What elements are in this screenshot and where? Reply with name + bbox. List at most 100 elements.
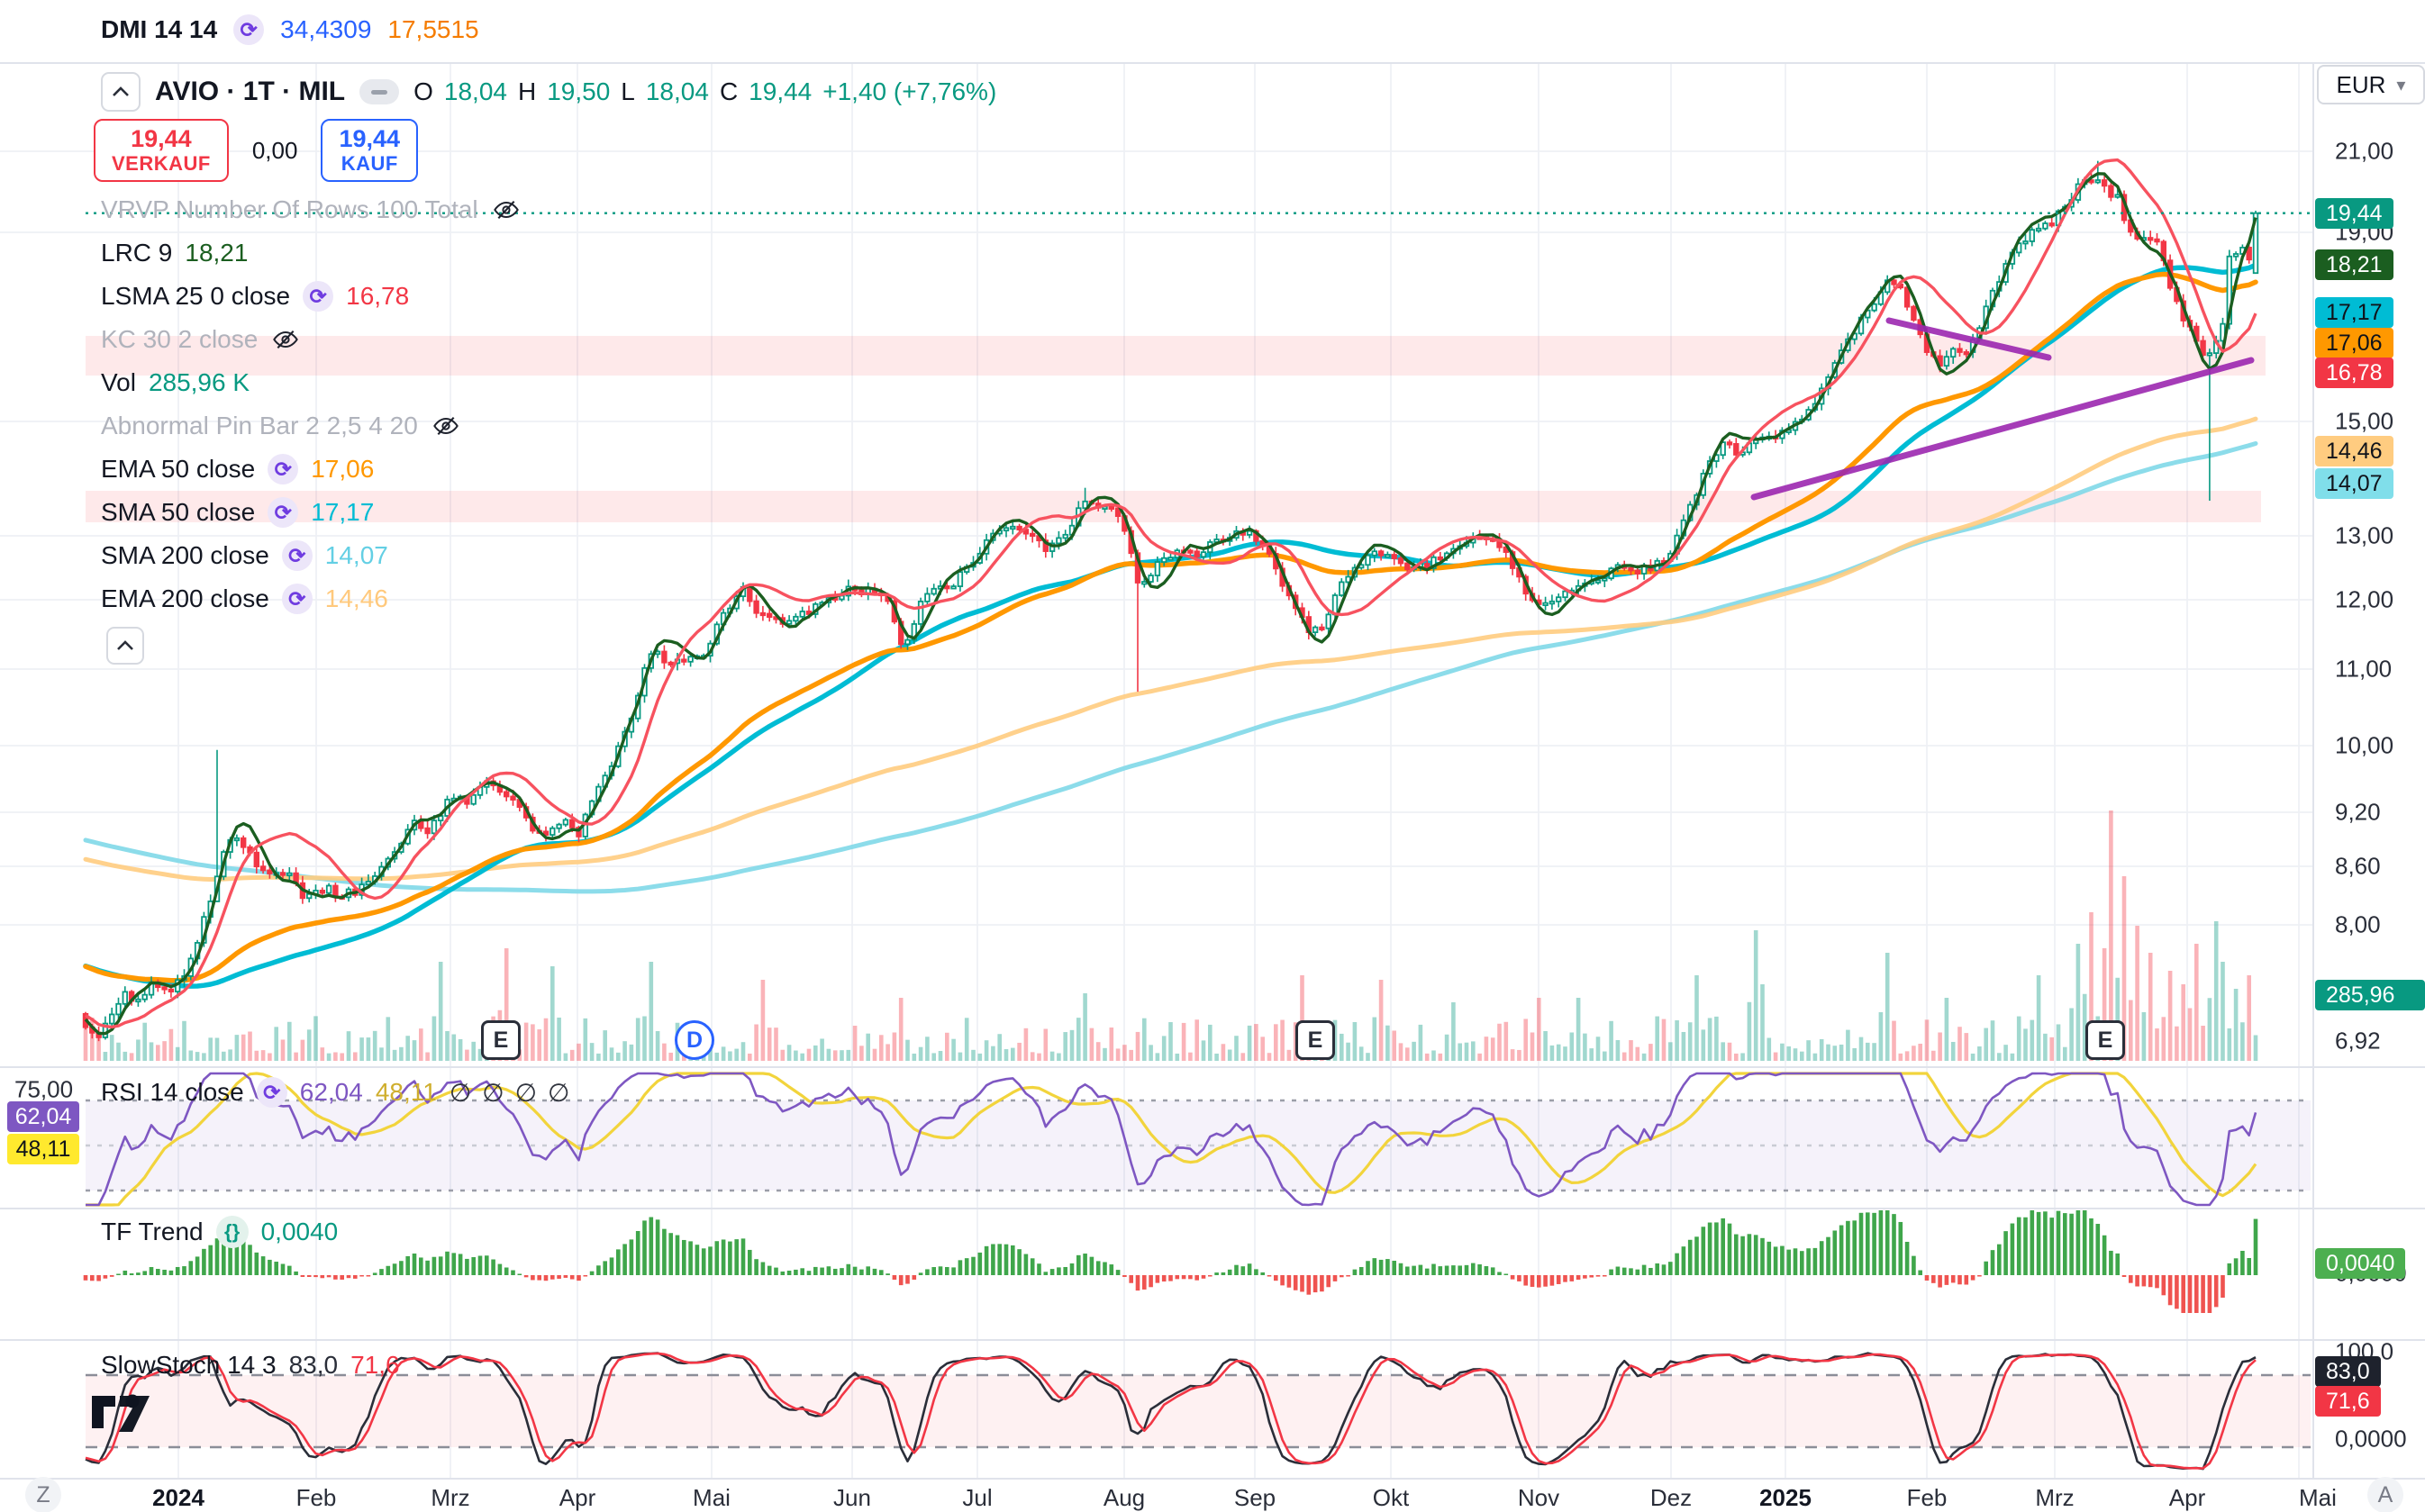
- indicator-value: 17,17: [311, 498, 375, 526]
- price-badge: 83,0: [2315, 1356, 2381, 1387]
- indicator-name: VRVP Number Of Rows 100 Total: [101, 195, 478, 223]
- eye-off-icon[interactable]: [491, 195, 522, 225]
- rsi-alert-icons: ∅ ∅ ∅ ∅: [450, 1078, 570, 1108]
- rsi-badge: 48,11: [7, 1134, 79, 1164]
- price-tick: 21,00: [2335, 137, 2394, 165]
- dividend-marker[interactable]: D: [675, 1020, 714, 1060]
- indicator-row-kc-30-2-close[interactable]: KC 30 2 close: [101, 321, 301, 358]
- indicator-row-sma-200-close[interactable]: SMA 200 close ⟳ 14,07: [101, 538, 388, 574]
- indicator-value: 14,07: [324, 541, 388, 569]
- rsi-badge: 62,04: [7, 1101, 79, 1132]
- earnings-marker[interactable]: E: [2085, 1020, 2125, 1060]
- price-badge: 71,6: [2315, 1386, 2381, 1417]
- price-tick: 13,00: [2335, 521, 2394, 549]
- source-code-icon[interactable]: {}: [215, 1216, 249, 1248]
- eye-off-icon[interactable]: [270, 324, 301, 355]
- alert-disabled-icon[interactable]: ∅: [482, 1078, 504, 1107]
- indicator-row-lrc-9[interactable]: LRC 9 18,21: [101, 235, 248, 271]
- alert-disabled-icon[interactable]: ∅: [449, 1078, 472, 1107]
- refresh-icon[interactable]: ⟳: [303, 281, 334, 312]
- symbol-title[interactable]: AVIO · 1T · MIL: [155, 77, 346, 106]
- rsi-tick: 75,00: [14, 1075, 74, 1103]
- alert-disabled-icon[interactable]: ∅: [514, 1078, 537, 1107]
- symbol-row: AVIO · 1T · MIL O 18,04 H 19,50 L 18,04 C 19…: [101, 72, 996, 112]
- close-label: C: [719, 77, 739, 105]
- time-label: Mai: [693, 1484, 731, 1511]
- indicator-row-lsma-25-0-close[interactable]: LSMA 25 0 close ⟳ 16,78: [101, 278, 409, 314]
- symbol-more-button[interactable]: [359, 79, 400, 104]
- timezone-label: Z: [36, 1481, 50, 1507]
- open-value: 18,04: [443, 77, 507, 105]
- price-tick: 11,00: [2335, 655, 2393, 683]
- time-label: Feb: [1906, 1484, 1948, 1511]
- indicator-row-vrvp-number-of-rows-100-total[interactable]: VRVP Number Of Rows 100 Total: [101, 192, 522, 228]
- refresh-icon[interactable]: ⟳: [256, 1077, 287, 1108]
- price-tick: 0,0000: [2335, 1425, 2407, 1453]
- time-label: Aug: [1103, 1484, 1146, 1511]
- indicator-name: KC 30 2 close: [101, 325, 259, 353]
- volume-series: [83, 810, 2258, 1061]
- close-value: 19,44: [749, 77, 813, 105]
- alert-disabled-icon[interactable]: ∅: [548, 1078, 570, 1107]
- high-value: 19,50: [547, 77, 611, 105]
- refresh-icon[interactable]: ⟳: [281, 540, 313, 571]
- chevron-up-icon: [117, 640, 133, 650]
- refresh-icon[interactable]: ⟳: [281, 584, 313, 614]
- price-badge: 285,96 K: [2315, 980, 2425, 1038]
- refresh-icon[interactable]: ⟳: [268, 454, 299, 484]
- refresh-icon[interactable]: ⟳: [268, 497, 299, 528]
- tradingview-logo[interactable]: [90, 1389, 153, 1434]
- price-tick: 12,00: [2335, 585, 2394, 613]
- sell-button[interactable]: 19,44 VERKAUF: [94, 119, 229, 182]
- stoch-legend: SlowStoch 14 3 83,0 71,6: [101, 1351, 400, 1380]
- price-tick: 15,00: [2335, 407, 2394, 435]
- indicator-row-ema-200-close[interactable]: EMA 200 close ⟳ 14,46: [101, 581, 388, 617]
- indicator-row-ema-50-close[interactable]: EMA 50 close ⟳ 17,06: [101, 451, 374, 487]
- refresh-icon[interactable]: ⟳: [233, 14, 265, 45]
- price-badge: 17,17: [2315, 297, 2393, 328]
- indicator-name: EMA 200 close: [101, 584, 269, 612]
- buy-button[interactable]: 19,44 KAUF: [321, 119, 419, 182]
- time-label: Sep: [1233, 1484, 1276, 1511]
- time-label: Feb: [295, 1484, 337, 1511]
- price-tick: 9,20: [2335, 798, 2381, 826]
- chevron-down-icon: ▾: [2396, 75, 2406, 95]
- indicator-value: 285,96 K: [148, 368, 250, 396]
- indicator-name: SMA 50 close: [101, 498, 256, 526]
- eye-off-icon[interactable]: [431, 411, 461, 441]
- collapse-legend-button[interactable]: [106, 627, 144, 665]
- indicator-value: 14,46: [324, 584, 388, 612]
- minus-icon: [371, 89, 388, 95]
- gridlines: [0, 63, 2313, 1479]
- price-tick: 8,00: [2335, 910, 2381, 938]
- indicator-value: 16,78: [346, 282, 410, 310]
- indicator-row-sma-50-close[interactable]: SMA 50 close ⟳ 17,17: [101, 494, 374, 530]
- indicator-name: Vol: [101, 368, 136, 396]
- currency-selector[interactable]: EUR ▾: [2317, 65, 2425, 104]
- currency-label: EUR: [2336, 70, 2386, 98]
- buy-price: 19,44: [339, 125, 401, 152]
- time-label: Jul: [962, 1484, 993, 1511]
- rsi-legend: RSI 14 close ⟳ 62,04 48,11 ∅ ∅ ∅ ∅: [101, 1077, 569, 1108]
- indicator-name: Abnormal Pin Bar 2 2,5 4 20: [101, 412, 418, 439]
- earnings-marker[interactable]: E: [481, 1020, 521, 1060]
- indicator-value: 18,21: [185, 239, 249, 267]
- spread-value: 0,00: [251, 136, 298, 164]
- auto-scale-button[interactable]: A: [2367, 1477, 2403, 1512]
- dmi-title: DMI 14 14: [101, 15, 218, 43]
- earnings-marker[interactable]: E: [1295, 1020, 1335, 1060]
- indicator-name: LSMA 25 0 close: [101, 282, 291, 310]
- rsi-value: 62,04: [299, 1078, 363, 1106]
- change-value: +1,40 (+7,76%): [822, 77, 997, 105]
- dmi-legend: DMI 14 14 ⟳ 34,4309 17,5515: [101, 14, 479, 45]
- indicator-row-vol[interactable]: Vol 285,96 K: [101, 365, 250, 401]
- timezone-button[interactable]: Z: [25, 1477, 61, 1512]
- time-label: Mrz: [2035, 1484, 2075, 1511]
- time-label: Apr: [559, 1484, 596, 1511]
- price-tick: 8,60: [2335, 852, 2381, 880]
- stoch-k-value: 83,0: [288, 1351, 339, 1379]
- collapse-pane-button[interactable]: [101, 72, 141, 112]
- indicator-row-abnormal-pin-bar-2-2-5-4-20[interactable]: Abnormal Pin Bar 2 2,5 4 20: [101, 408, 461, 444]
- trade-panel: 19,44 VERKAUF 0,00 19,44 KAUF: [94, 119, 419, 182]
